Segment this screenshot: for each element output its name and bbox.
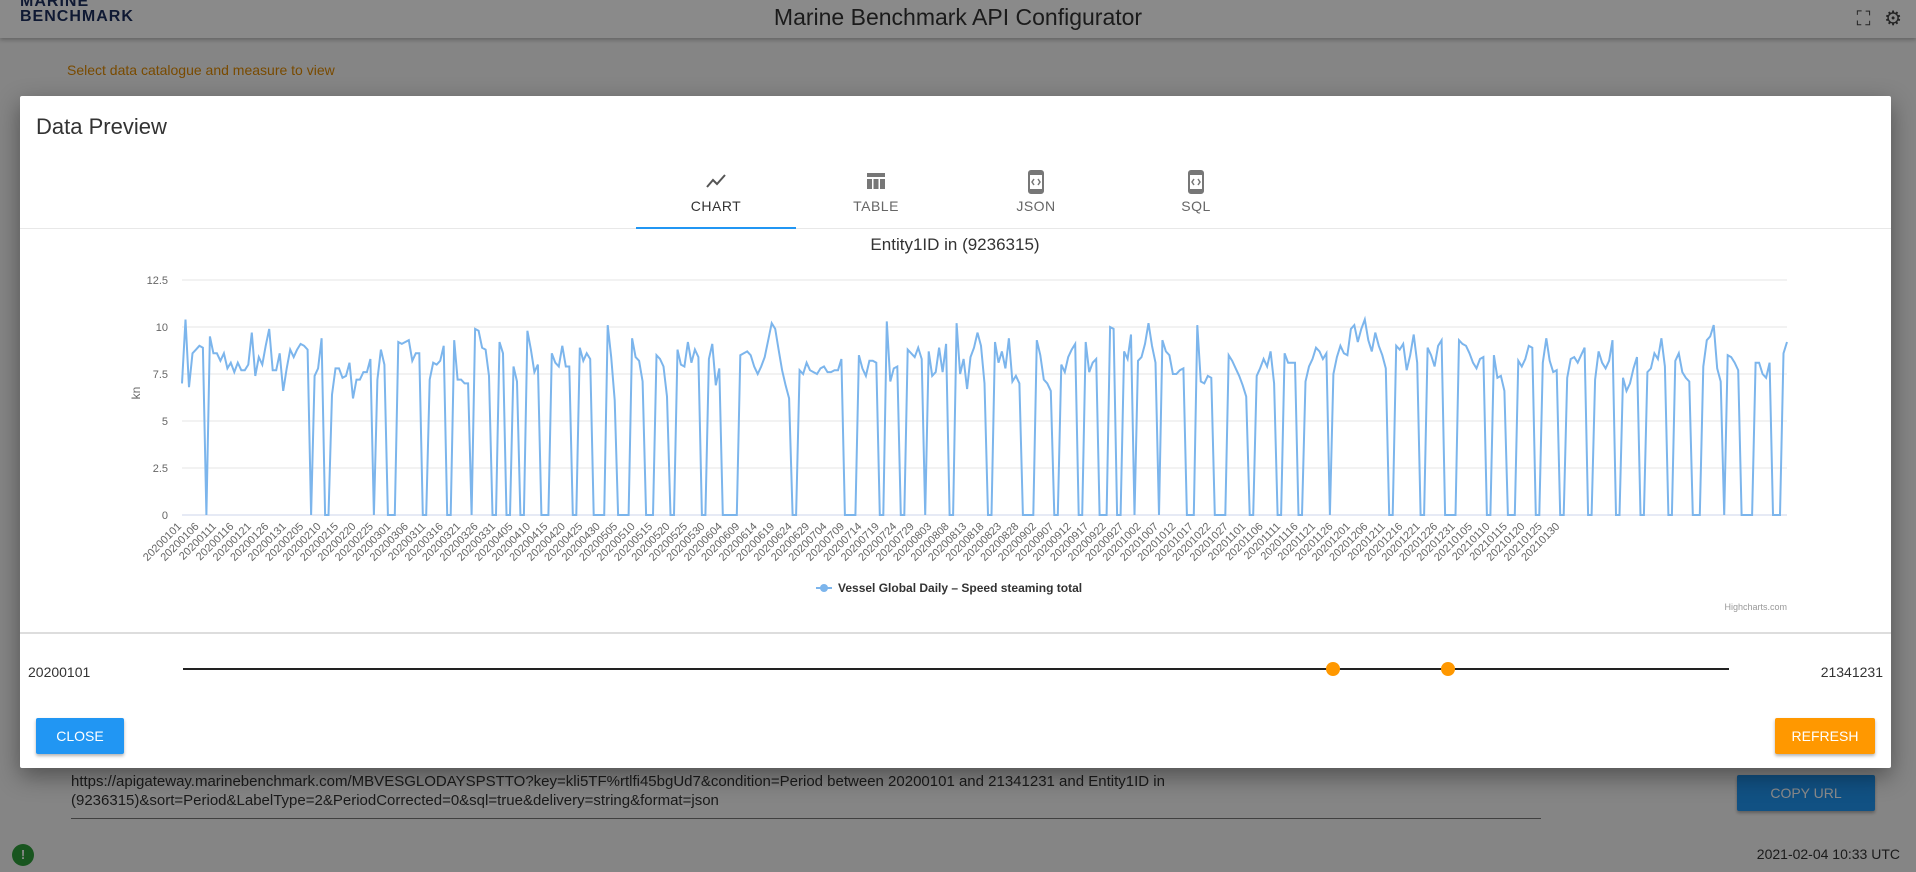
range-max-label: 21341231 [1820,664,1883,680]
timestamp: 2021-02-04 10:33 UTC [1756,846,1900,862]
range-track[interactable] [183,668,1729,670]
tab-json[interactable]: JSON [956,162,1116,228]
y-tick-label: 10 [156,322,168,334]
chart-title: Entity1ID in (9236315) [870,235,1039,254]
tab-table-label: TABLE [853,198,899,214]
y-tick-label: 0 [162,510,168,522]
code-doc-icon [956,170,1116,198]
legend-item[interactable]: Vessel Global Daily – Speed steaming tot… [816,581,1082,595]
legend-marker [820,584,828,592]
status-icon[interactable]: ! [12,844,34,866]
tab-sql[interactable]: SQL [1116,162,1276,228]
logo-line2: BENCHMARK [20,8,134,25]
range-handle-low[interactable] [1326,662,1341,676]
chart-area: 0 2.5 5 7.5 10 12.5 20200101 20200106 20200111 2… [20,230,1891,630]
series-line [181,315,1788,516]
y-axis-label: kn [129,387,143,400]
fullscreen-icon[interactable]: ⛶ [1856,8,1871,30]
y-tick-label: 7.5 [153,369,168,381]
range-slider: 20200101 21341231 [20,632,1891,694]
gear-icon[interactable]: ⚙ [1884,8,1902,30]
tab-sql-label: SQL [1181,198,1211,214]
api-url-text[interactable]: https://apigateway.marinebenchmark.com/M… [71,772,1541,819]
line-chart-icon [636,170,796,198]
refresh-button[interactable]: REFRESH [1775,718,1875,754]
range-min-label: 20200101 [28,664,91,680]
tab-chart[interactable]: CHART [636,162,796,229]
tab-table[interactable]: TABLE [796,162,956,228]
highcharts-credit[interactable]: Highcharts.com [1724,602,1787,612]
legend-label: Vessel Global Daily – Speed steaming tot… [838,581,1082,595]
logo: MARINE BENCHMARK [20,0,134,25]
code-doc-icon [1116,170,1276,198]
app-title: Marine Benchmark API Configurator [773,4,1143,30]
y-tick-label: 5 [162,416,168,428]
y-tick-label: 12.5 [147,275,168,287]
tab-json-label: JSON [1016,198,1056,214]
tab-chart-label: CHART [690,198,742,214]
data-preview-dialog: Data Preview CHART TABLE JSON SQL [20,96,1891,768]
dialog-title: Data Preview [36,114,167,139]
logo-line1: MARINE [20,0,90,10]
catalogue-hint: Select data catalogue and measure to vie… [67,62,335,78]
copy-url-button[interactable]: COPY URL [1737,775,1875,811]
tab-bar: CHART TABLE JSON SQL [20,162,1891,229]
table-icon [796,170,956,198]
range-handle-high[interactable] [1440,662,1455,676]
top-bar: MARINE BENCHMARK Marine Benchmark API Co… [0,0,1916,38]
close-button[interactable]: CLOSE [36,718,124,754]
y-tick-label: 2.5 [153,463,168,475]
